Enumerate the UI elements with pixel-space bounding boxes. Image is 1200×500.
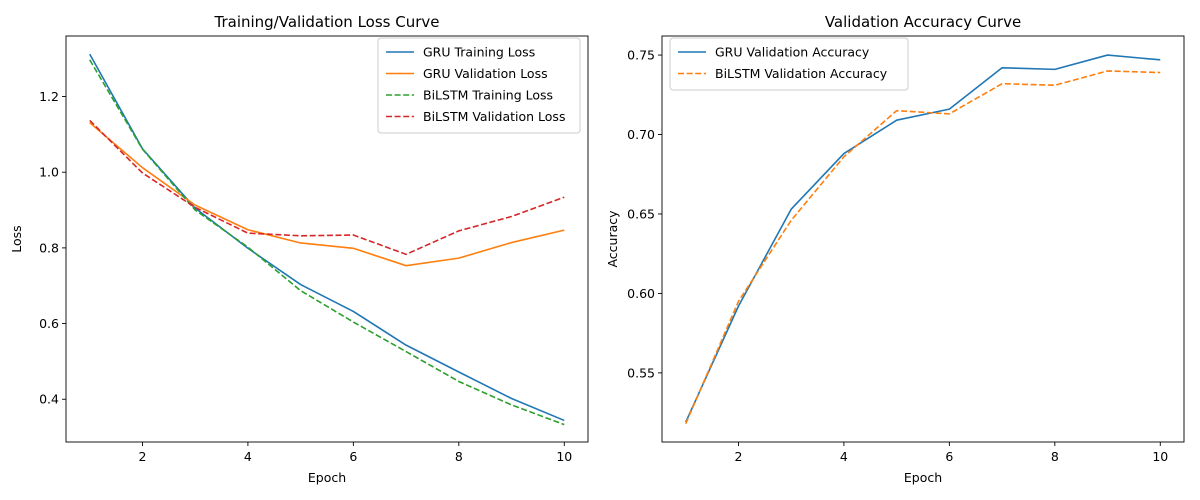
legend-label: BiLSTM Validation Loss xyxy=(423,109,565,124)
y-tick-label: 0.70 xyxy=(627,127,655,142)
chart-title: Training/Validation Loss Curve xyxy=(214,13,440,31)
plot-frame xyxy=(661,35,1185,443)
x-tick-label: 6 xyxy=(945,449,953,464)
chart-2: Validation Accuracy Curve 2 4 6 8 10 0.55 0.60 0… xyxy=(605,13,1185,485)
y-tick-label: 0.65 xyxy=(627,206,655,221)
x-tick-label: 4 xyxy=(244,449,252,464)
x-tick-label: 8 xyxy=(1051,449,1059,464)
x-axis-label: Epoch xyxy=(904,470,942,485)
y-tick-label: 0.75 xyxy=(627,48,655,63)
x-axis-label: Epoch xyxy=(308,470,346,485)
y-tick-label: 0.60 xyxy=(627,286,655,301)
y-axis-label: Loss xyxy=(9,225,24,252)
y-axis-label: Accuracy xyxy=(605,210,620,268)
x-tick-label: 6 xyxy=(349,449,357,464)
series-line-3 xyxy=(89,59,565,426)
x-tick-label: 2 xyxy=(734,449,742,464)
legend-label: GRU Validation Accuracy xyxy=(715,45,870,60)
x-tick-label: 8 xyxy=(455,449,463,464)
series-line-2 xyxy=(684,70,1161,425)
legend-box xyxy=(377,37,581,134)
legend: GRU Training Loss GRU Validation Loss BiLS… xyxy=(377,37,581,134)
legend-label: BiLSTM Validation Accuracy xyxy=(715,66,888,81)
y-tick-label: 1.2 xyxy=(39,89,59,104)
legend: GRU Validation Accuracy BiLSTM Validation… xyxy=(669,37,909,91)
plot-frame xyxy=(65,35,589,443)
legend-label: GRU Training Loss xyxy=(423,45,535,60)
legend-label: BiLSTM Training Loss xyxy=(423,88,553,103)
x-tick-label: 10 xyxy=(1152,449,1168,464)
chart-title: Validation Accuracy Curve xyxy=(825,13,1021,31)
legend-label: GRU Validation Loss xyxy=(423,66,548,81)
y-tick-label: 1.0 xyxy=(39,165,59,180)
x-tick-label: 10 xyxy=(556,449,572,464)
y-tick-label: 0.55 xyxy=(627,365,655,380)
legend-box xyxy=(669,37,909,91)
y-tick-label: 0.6 xyxy=(39,316,59,331)
chart-1: Training/Validation Loss Curve 2 4 6 8 10 0.4 0… xyxy=(9,13,589,485)
series-group xyxy=(684,54,1161,425)
y-tick-label: 0.4 xyxy=(39,392,59,407)
y-tick-label: 0.8 xyxy=(39,240,59,255)
series-line-4 xyxy=(89,119,565,256)
series-group xyxy=(89,53,565,426)
series-line-2 xyxy=(89,122,565,267)
x-tick-label: 4 xyxy=(840,449,848,464)
series-line-1 xyxy=(685,54,1161,423)
x-tick-label: 2 xyxy=(138,449,146,464)
